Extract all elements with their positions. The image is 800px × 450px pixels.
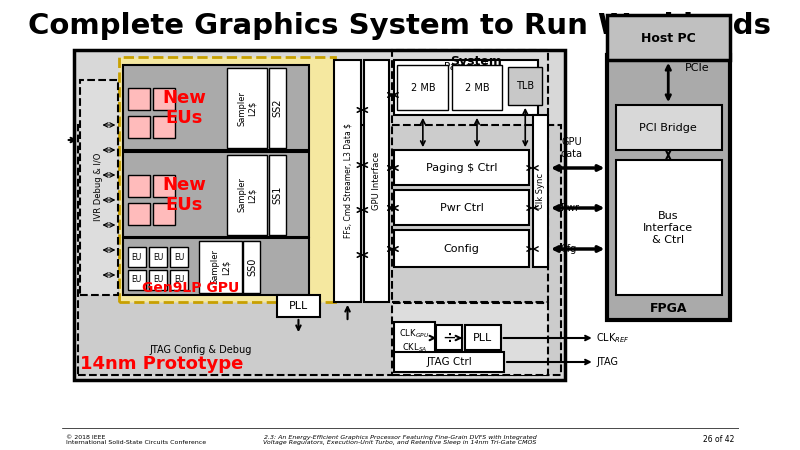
Bar — [269, 155, 286, 235]
Bar — [80, 80, 118, 295]
Text: Gen9LP GPU: Gen9LP GPU — [142, 281, 238, 295]
Bar — [391, 50, 548, 302]
Bar — [149, 270, 167, 290]
Text: EU: EU — [174, 275, 184, 284]
Bar — [149, 247, 167, 267]
Text: Config: Config — [444, 244, 480, 254]
Text: 2.3: An Energy-Efficient Graphics Processor Featuring Fine-Grain DVFS with Integ: 2.3: An Energy-Efficient Graphics Proces… — [263, 435, 537, 446]
Text: SS0: SS0 — [247, 258, 257, 276]
Text: TLB: TLB — [516, 81, 534, 91]
Text: Sampler
L2$: Sampler L2$ — [211, 249, 230, 284]
Bar — [119, 57, 335, 302]
Bar — [74, 50, 565, 380]
Text: Paging $ Ctrl: Paging $ Ctrl — [426, 163, 498, 173]
Text: Sampler
L2$: Sampler L2$ — [237, 177, 257, 212]
Text: 14nm Prototype: 14nm Prototype — [80, 355, 243, 373]
Bar — [123, 152, 310, 237]
Text: EU: EU — [153, 275, 163, 284]
Bar — [199, 241, 242, 293]
Text: © 2018 IEEE
International Solid-State Circuits Conference: © 2018 IEEE International Solid-State Ci… — [66, 435, 206, 446]
Bar — [465, 325, 501, 350]
Bar — [394, 230, 530, 267]
Text: CLK$_{REF}$: CLK$_{REF}$ — [596, 331, 630, 345]
Bar — [127, 88, 150, 110]
Text: EU: EU — [132, 252, 142, 261]
Text: Sampler
L2$: Sampler L2$ — [237, 90, 257, 126]
Text: FFs, Cmd Streamer, L3 Data $: FFs, Cmd Streamer, L3 Data $ — [343, 123, 352, 238]
Bar — [153, 88, 175, 110]
Bar — [394, 150, 530, 185]
Text: Host PC: Host PC — [641, 32, 696, 45]
Bar — [278, 295, 320, 317]
Text: IVR Debug & I/O: IVR Debug & I/O — [94, 153, 103, 221]
Text: PCIe: PCIe — [685, 63, 710, 73]
Text: CLK$_{GPU}$
CKL$_{SA}$: CLK$_{GPU}$ CKL$_{SA}$ — [399, 328, 430, 355]
Text: SS1: SS1 — [272, 186, 282, 204]
Bar — [127, 270, 146, 290]
Text: Pwr Ctrl: Pwr Ctrl — [440, 203, 484, 213]
Bar — [616, 105, 722, 150]
Text: JTAG Ctrl: JTAG Ctrl — [426, 357, 472, 367]
Text: 2 MB: 2 MB — [410, 83, 435, 93]
Text: EU: EU — [174, 252, 184, 261]
Bar — [123, 65, 310, 150]
Bar — [533, 115, 548, 267]
Bar — [398, 65, 448, 110]
Text: JTAG: JTAG — [596, 357, 618, 367]
Bar — [616, 160, 722, 295]
Bar — [452, 65, 502, 110]
Bar — [394, 352, 504, 372]
Bar — [364, 60, 389, 302]
Text: 2 MB: 2 MB — [465, 83, 490, 93]
Text: System
Agent: System Agent — [450, 55, 502, 83]
Text: 26 of 42: 26 of 42 — [703, 436, 734, 445]
Bar — [607, 55, 730, 320]
Bar — [127, 247, 146, 267]
Bar — [394, 190, 530, 225]
Text: Pwr: Pwr — [561, 203, 578, 213]
Text: PLL: PLL — [289, 301, 308, 311]
Text: JTAG Config & Debug: JTAG Config & Debug — [150, 345, 252, 355]
Text: New
EUs: New EUs — [162, 176, 206, 214]
Bar — [153, 116, 175, 138]
Text: EU: EU — [153, 252, 163, 261]
Bar — [226, 68, 267, 148]
Bar — [127, 116, 150, 138]
Bar — [394, 60, 538, 115]
Text: Paging $: Paging $ — [443, 62, 489, 72]
Text: SS2: SS2 — [272, 99, 282, 117]
Text: EU: EU — [132, 275, 142, 284]
Bar — [170, 270, 189, 290]
Text: ÷: ÷ — [442, 329, 456, 347]
Bar — [391, 303, 548, 375]
Bar — [436, 325, 462, 350]
Bar — [78, 125, 561, 375]
Bar — [226, 155, 267, 235]
Text: PLL: PLL — [474, 333, 493, 343]
Bar — [170, 247, 189, 267]
Bar — [607, 15, 730, 60]
Text: GPU Interface: GPU Interface — [372, 152, 381, 210]
Text: Clk Sync: Clk Sync — [536, 173, 545, 209]
Bar — [243, 241, 260, 293]
Bar — [269, 68, 286, 148]
Bar — [127, 203, 150, 225]
Bar — [127, 175, 150, 197]
Text: Cfg: Cfg — [561, 244, 577, 254]
Text: FPGA: FPGA — [650, 302, 688, 315]
Text: GPU
data: GPU data — [561, 137, 582, 159]
Bar — [153, 175, 175, 197]
Text: Bus
Interface
& Ctrl: Bus Interface & Ctrl — [643, 212, 694, 245]
Text: PCI Bridge: PCI Bridge — [639, 123, 697, 133]
Bar — [508, 67, 542, 105]
Bar — [153, 203, 175, 225]
Text: New
EUs: New EUs — [162, 89, 206, 127]
Text: Complete Graphics System to Run Workloads: Complete Graphics System to Run Workload… — [29, 12, 771, 40]
Bar — [123, 238, 310, 295]
Bar — [394, 322, 434, 360]
Bar — [334, 60, 361, 302]
